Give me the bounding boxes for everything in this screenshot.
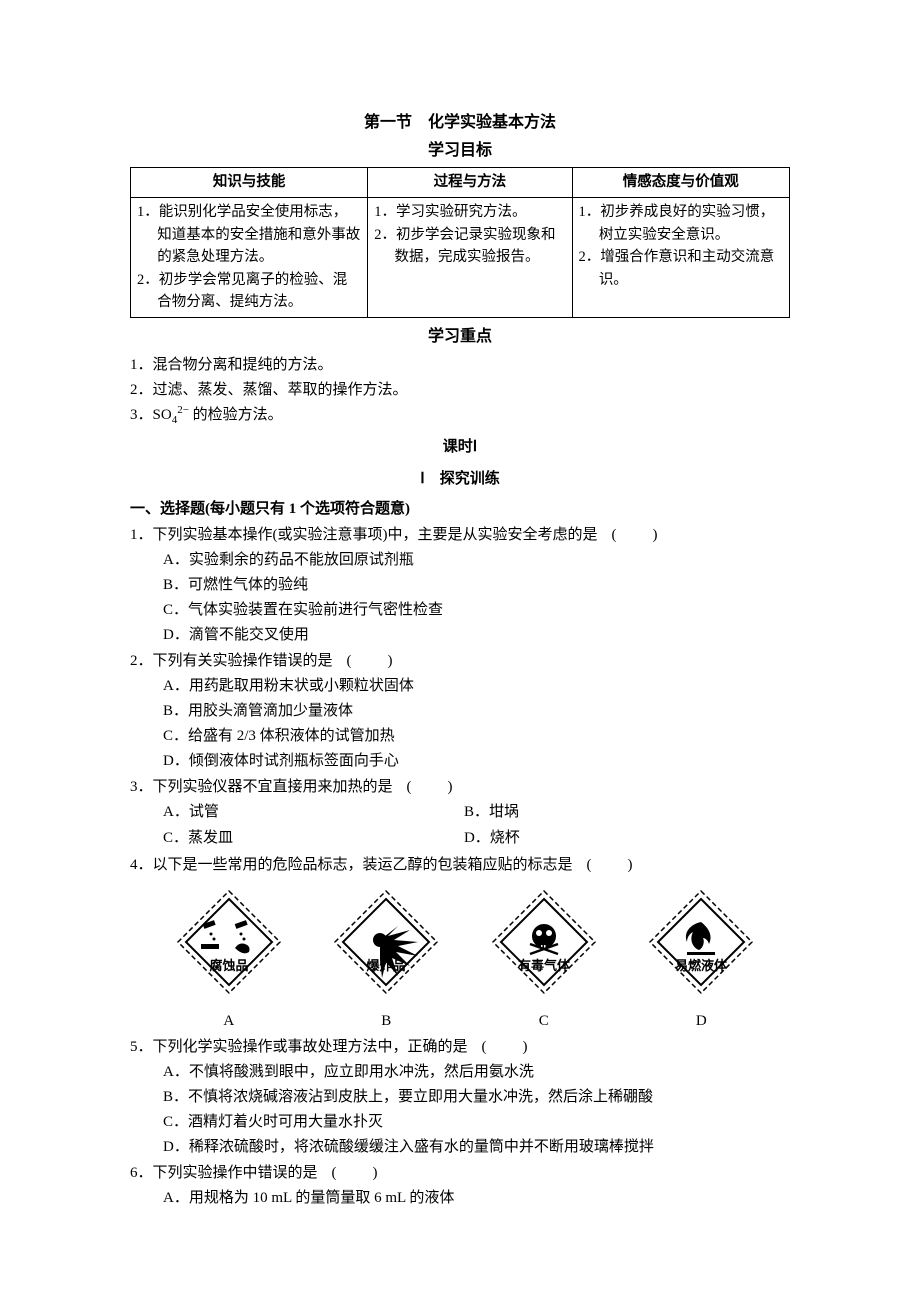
question-stem: 4．以下是一些常用的危险品标志，装运乙醇的包装箱应贴的标志是( ) xyxy=(130,853,790,877)
question: 3．下列实验仪器不宜直接用来加热的是( )A．试管B．坩埚C．蒸发皿D．烧杯 xyxy=(130,775,790,851)
question: 4．以下是一些常用的危险品标志，装运乙醇的包装箱应贴的标志是( ) 腐蚀品 A … xyxy=(130,853,790,1033)
focus-item: 1．混合物分离和提纯的方法。 xyxy=(130,353,790,377)
objectives-table: 知识与技能 过程与方法 情感态度与价值观 1．能识别化学品安全使用标志，知道基本… xyxy=(130,167,790,318)
question-stem: 6．下列实验操作中错误的是( ) xyxy=(130,1161,790,1185)
cell-text: 2．增强合作意识和主动交流意识。 xyxy=(579,246,783,291)
focus-item-suffix: 的检验方法。 xyxy=(189,407,283,423)
answer-blank: ( ) xyxy=(347,653,395,669)
page-title: 第一节 化学实验基本方法 xyxy=(130,110,790,136)
col-header-values: 情感态度与价值观 xyxy=(572,168,789,198)
col-header-process: 过程与方法 xyxy=(368,168,572,198)
focus-list: 1．混合物分离和提纯的方法。 2．过滤、蒸发、蒸馏、萃取的操作方法。 3．SO4… xyxy=(130,353,790,427)
objectives-heading: 学习目标 xyxy=(130,138,790,164)
option: C．给盛有 2/3 体积液体的试管加热 xyxy=(163,724,790,748)
hazard-options-row: 腐蚀品 A 爆炸品 B 有毒气体 C xyxy=(150,887,780,1033)
option: C．气体实验装置在实验前进行气密性检查 xyxy=(163,598,790,622)
option: D．稀释浓硫酸时，将浓硫酸缓缓注入盛有水的量筒中并不断用玻璃棒搅拌 xyxy=(163,1135,790,1159)
hazard-option: 腐蚀品 A xyxy=(174,887,284,1033)
svg-text:易燃液体: 易燃液体 xyxy=(675,958,728,973)
option: C．蒸发皿 xyxy=(163,826,464,850)
answer-blank: ( ) xyxy=(612,527,660,543)
svg-text:腐蚀品: 腐蚀品 xyxy=(209,958,248,973)
focus-item: 2．过滤、蒸发、蒸馏、萃取的操作方法。 xyxy=(130,378,790,402)
question: 2．下列有关实验操作错误的是( )A．用药匙取用粉末状或小颗粒状固体B．用胶头滴… xyxy=(130,649,790,773)
option: A．实验剩余的药品不能放回原试剂瓶 xyxy=(163,548,790,572)
question-stem: 5．下列化学实验操作或事故处理方法中，正确的是( ) xyxy=(130,1035,790,1059)
answer-blank: ( ) xyxy=(482,1039,530,1055)
option: D．倾倒液体时试剂瓶标签面向手心 xyxy=(163,749,790,773)
hazard-diamond-icon: 易燃液体 xyxy=(646,887,756,997)
cell-text: 1．能识别化学品安全使用标志，知道基本的安全措施和意外事故的紧急处理方法。 xyxy=(137,201,361,268)
option-label: C xyxy=(489,1009,599,1033)
lesson-section: Ⅰ 探究训练 xyxy=(130,467,790,491)
question-stem: 3．下列实验仪器不宜直接用来加热的是( ) xyxy=(130,775,790,799)
question: 6．下列实验操作中错误的是( )A．用规格为 10 mL 的量筒量取 6 mL … xyxy=(130,1161,790,1210)
option-label: B xyxy=(331,1009,441,1033)
hazard-diamond-icon: 爆炸品 xyxy=(331,887,441,997)
option: A．用规格为 10 mL 的量筒量取 6 mL 的液体 xyxy=(163,1186,790,1210)
hazard-option: 有毒气体 C xyxy=(489,887,599,1033)
lesson-number: 课时Ⅰ xyxy=(130,435,790,459)
question-stem: 1．下列实验基本操作(或实验注意事项)中，主要是从实验安全考虑的是( ) xyxy=(130,523,790,547)
option: B．可燃性气体的验纯 xyxy=(163,573,790,597)
svg-text:爆炸品: 爆炸品 xyxy=(367,958,406,973)
col-header-knowledge: 知识与技能 xyxy=(131,168,368,198)
option: B．用胶头滴管滴加少量液体 xyxy=(163,699,790,723)
option-label: D xyxy=(646,1009,756,1033)
option: D．烧杯 xyxy=(464,826,765,850)
question-stem: 2．下列有关实验操作错误的是( ) xyxy=(130,649,790,673)
cell-text: 1．学习实验研究方法。 xyxy=(374,201,565,223)
answer-blank: ( ) xyxy=(332,1165,380,1181)
option: B．坩埚 xyxy=(464,800,765,824)
question: 5．下列化学实验操作或事故处理方法中，正确的是( )A．不慎将酸溅到眼中，应立即… xyxy=(130,1035,790,1159)
hazard-option: 易燃液体 D xyxy=(646,887,756,1033)
focus-item: 3．SO42− 的检验方法。 xyxy=(130,403,790,427)
cell-text: 1．初步养成良好的实验习惯，树立实验安全意识。 xyxy=(579,201,783,246)
option: C．酒精灯着火时可用大量水扑灭 xyxy=(163,1110,790,1134)
option: D．滴管不能交叉使用 xyxy=(163,623,790,647)
answer-blank: ( ) xyxy=(407,779,455,795)
option: B．不慎将浓烧碱溶液沾到皮肤上，要立即用大量水冲洗，然后涂上稀硼酸 xyxy=(163,1085,790,1109)
option-label: A xyxy=(174,1009,284,1033)
hazard-diamond-icon: 腐蚀品 xyxy=(174,887,284,997)
svg-text:有毒气体: 有毒气体 xyxy=(518,958,571,973)
hazard-option: 爆炸品 B xyxy=(331,887,441,1033)
hazard-diamond-icon: 有毒气体 xyxy=(489,887,599,997)
focus-heading: 学习重点 xyxy=(130,324,790,350)
answer-blank: ( ) xyxy=(587,857,635,873)
cell-text: 2．初步学会记录实验现象和数据，完成实验报告。 xyxy=(374,224,565,269)
cell-text: 2．初步学会常见离子的检验、混合物分离、提纯方法。 xyxy=(137,269,361,314)
focus-item-prefix: 3．SO xyxy=(130,407,172,423)
question: 1．下列实验基本操作(或实验注意事项)中，主要是从实验安全考虑的是( )A．实验… xyxy=(130,523,790,647)
option: A．试管 xyxy=(163,800,464,824)
mcq-heading: 一、选择题(每小题只有 1 个选项符合题意) xyxy=(130,497,790,521)
option: A．用药匙取用粉末状或小颗粒状固体 xyxy=(163,674,790,698)
option: A．不慎将酸溅到眼中，应立即用水冲洗，然后用氨水洗 xyxy=(163,1060,790,1084)
